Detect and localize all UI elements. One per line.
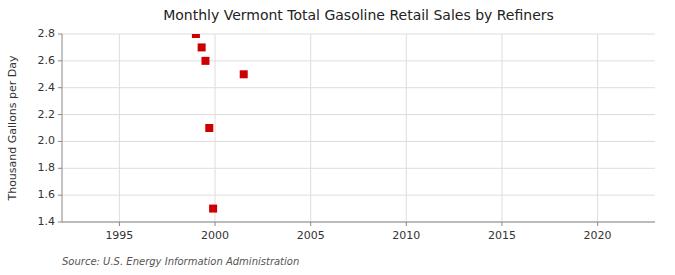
tick-x bbox=[310, 222, 311, 226]
grid-line-y bbox=[62, 60, 655, 61]
tick-label-x: 2020 bbox=[584, 229, 612, 242]
tick-x bbox=[215, 222, 216, 226]
tick-label-y: 2.2 bbox=[38, 108, 56, 121]
background bbox=[0, 0, 675, 275]
points bbox=[192, 34, 248, 213]
tick-y bbox=[58, 195, 62, 196]
grid-line-y bbox=[62, 168, 655, 169]
point bbox=[201, 57, 209, 65]
tick-y bbox=[58, 222, 62, 223]
point bbox=[198, 43, 206, 51]
tick-label-x: 2000 bbox=[201, 229, 229, 242]
tick-label-y: 2.6 bbox=[38, 54, 56, 67]
tick-x bbox=[597, 222, 598, 226]
tick-label-y: 1.4 bbox=[38, 215, 56, 228]
grid-line-x bbox=[501, 34, 502, 222]
y-axis-label: Thousand Gallons per Day bbox=[6, 55, 19, 202]
chart-container: 1.4 1.6 1.8 2.0 2.2 2.4 2.6 2.8 1995 2000 2005 2010… bbox=[0, 0, 675, 275]
grid-line-y bbox=[62, 195, 655, 196]
title: Monthly Vermont Total Gasoline Retail Sa… bbox=[163, 7, 554, 23]
grid-line-y bbox=[62, 87, 655, 88]
tick-y bbox=[58, 87, 62, 88]
tick-label-y: 2.0 bbox=[38, 134, 56, 147]
tick-x bbox=[501, 222, 502, 226]
tick-x bbox=[119, 222, 120, 226]
grid-line-y bbox=[62, 34, 655, 35]
tick-y bbox=[58, 114, 62, 115]
tick-label-x: 2015 bbox=[488, 229, 516, 242]
y-axis-line bbox=[62, 34, 63, 222]
grid-line-x bbox=[119, 34, 120, 222]
chart-svg: 1.4 1.6 1.8 2.0 2.2 2.4 2.6 2.8 1995 2000 2005 2010… bbox=[0, 0, 675, 275]
tick-label-x: 1995 bbox=[105, 229, 133, 242]
grid-line-x bbox=[215, 34, 216, 222]
tick-y bbox=[58, 141, 62, 142]
grid-line-y bbox=[62, 141, 655, 142]
tick-y bbox=[58, 60, 62, 61]
tick-y bbox=[58, 34, 62, 35]
tick-label-x: 2010 bbox=[392, 229, 420, 242]
x-axis-line bbox=[62, 222, 655, 223]
tick-label-x: 2005 bbox=[297, 229, 325, 242]
point bbox=[209, 205, 217, 213]
axes: 1.4 1.6 1.8 2.0 2.2 2.4 2.6 2.8 1995 2000 2005 2010… bbox=[38, 27, 656, 242]
point bbox=[205, 124, 213, 132]
grid-line-x bbox=[310, 34, 311, 222]
grid bbox=[62, 34, 655, 222]
point bbox=[240, 70, 248, 78]
tick-y bbox=[58, 168, 62, 169]
grid-line-y bbox=[62, 114, 655, 115]
grid-line-x bbox=[597, 34, 598, 222]
tick-label-y: 2.4 bbox=[38, 81, 56, 94]
tick-label-y: 2.8 bbox=[38, 27, 56, 40]
point bbox=[192, 34, 200, 38]
source-note: Source: U.S. Energy Information Administ… bbox=[62, 256, 299, 267]
grid-line-x bbox=[406, 34, 407, 222]
grid-line-y bbox=[62, 222, 655, 223]
tick-label-y: 1.6 bbox=[38, 188, 56, 201]
tick-x bbox=[406, 222, 407, 226]
tick-label-y: 1.8 bbox=[38, 161, 56, 174]
